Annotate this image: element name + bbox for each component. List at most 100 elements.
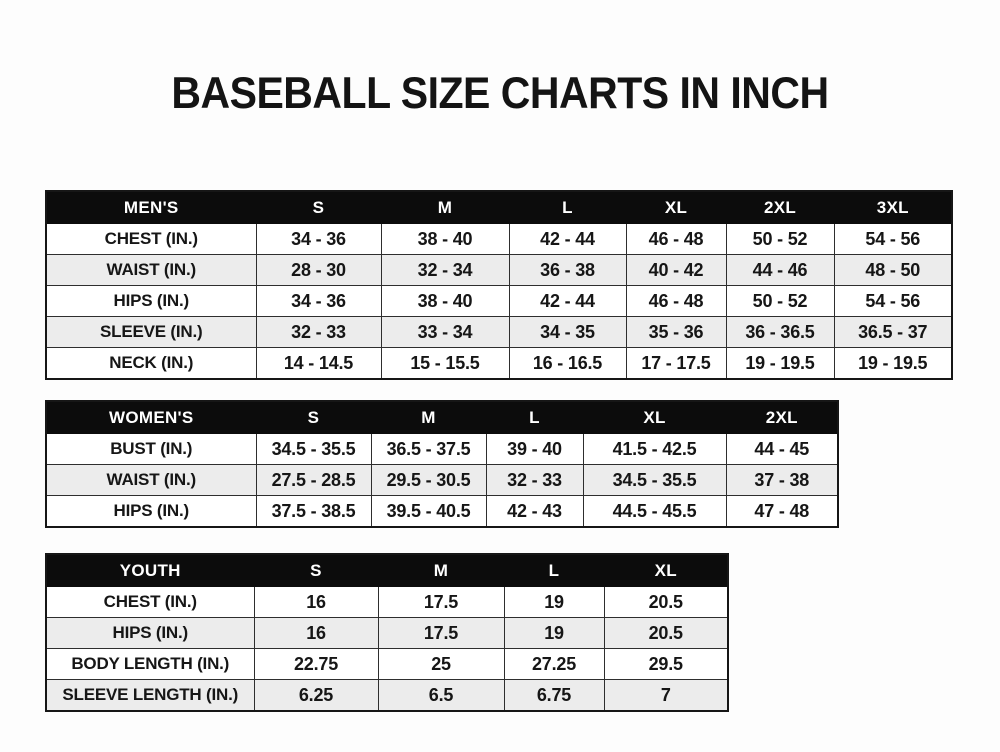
mens-value-cell: 54 - 56 [833, 223, 953, 255]
mens-value-cell: 34 - 36 [255, 285, 382, 317]
womens-size-header-cell: S [255, 400, 372, 434]
youth-row-label-cell: HIPS (IN.) [45, 617, 255, 649]
youth-table-row: CHEST (IN.) 16 17.5 19 20.5 [45, 586, 729, 618]
youth-value-cell: 17.5 [377, 617, 505, 649]
mens-value-cell: 36.5 - 37 [833, 316, 953, 348]
womens-value-cell: 34.5 - 35.5 [255, 433, 372, 465]
womens-size-header-cell: L [485, 400, 584, 434]
womens-size-header-cell: 2XL [725, 400, 839, 434]
mens-value-cell: 16 - 16.5 [508, 347, 627, 380]
youth-value-cell: 19 [503, 617, 605, 649]
mens-size-chart-section: MEN'S S M L XL 2XL 3XL CHEST (IN.) 34 - 36 38 - 4… [45, 190, 953, 380]
mens-value-cell: 36 - 38 [508, 254, 627, 286]
womens-value-cell: 37.5 - 38.5 [255, 495, 372, 528]
womens-value-cell: 36.5 - 37.5 [370, 433, 487, 465]
mens-value-cell: 34 - 35 [508, 316, 627, 348]
youth-size-chart-section: YOUTH S M L XL CHEST (IN.) 16 17.5 19 20.5 HIPS (I… [45, 553, 729, 712]
youth-table-row: BODY LENGTH (IN.) 22.75 25 27.25 29.5 [45, 648, 729, 680]
womens-value-cell: 44.5 - 45.5 [582, 495, 727, 528]
mens-size-header-cell: L [508, 190, 627, 224]
mens-table-row: HIPS (IN.) 34 - 36 38 - 40 42 - 44 46 - 48 50… [45, 285, 953, 317]
womens-row-label-cell: WAIST (IN.) [45, 464, 257, 496]
youth-size-header-cell: M [377, 553, 505, 587]
womens-value-cell: 39 - 40 [485, 433, 584, 465]
youth-value-cell: 22.75 [253, 648, 379, 680]
mens-table-row: NECK (IN.) 14 - 14.5 15 - 15.5 16 - 16.5 17 … [45, 347, 953, 380]
youth-size-table: YOUTH S M L XL CHEST (IN.) 16 17.5 19 20.5 HIPS (I… [45, 553, 729, 712]
womens-size-chart-section: WOMEN'S S M L XL 2XL BUST (IN.) 34.5 - 35.5 36.5… [45, 400, 839, 528]
mens-value-cell: 54 - 56 [833, 285, 953, 317]
mens-value-cell: 42 - 44 [508, 223, 627, 255]
mens-value-cell: 34 - 36 [255, 223, 382, 255]
youth-group-header-cell: YOUTH [45, 553, 255, 587]
womens-size-header-cell: M [370, 400, 487, 434]
mens-table-row: WAIST (IN.) 28 - 30 32 - 34 36 - 38 40 - 42 4… [45, 254, 953, 286]
womens-value-cell: 47 - 48 [725, 495, 839, 528]
youth-value-cell: 20.5 [603, 617, 729, 649]
womens-value-cell: 37 - 38 [725, 464, 839, 496]
mens-row-label-cell: HIPS (IN.) [45, 285, 257, 317]
mens-value-cell: 36 - 36.5 [725, 316, 835, 348]
womens-value-cell: 39.5 - 40.5 [370, 495, 487, 528]
womens-group-header-cell: WOMEN'S [45, 400, 257, 434]
youth-value-cell: 16 [253, 617, 379, 649]
youth-value-cell: 16 [253, 586, 379, 618]
mens-table-row: CHEST (IN.) 34 - 36 38 - 40 42 - 44 46 - 48 5… [45, 223, 953, 255]
youth-row-label-cell: SLEEVE LENGTH (IN.) [45, 679, 255, 712]
mens-value-cell: 38 - 40 [380, 223, 510, 255]
page-title: BASEBALL SIZE CHARTS IN INCH [171, 68, 829, 118]
youth-value-cell: 29.5 [603, 648, 729, 680]
womens-header-row: WOMEN'S S M L XL 2XL [45, 400, 839, 434]
mens-value-cell: 19 - 19.5 [725, 347, 835, 380]
youth-size-header-cell: L [503, 553, 605, 587]
mens-header-row: MEN'S S M L XL 2XL 3XL [45, 190, 953, 224]
mens-size-table: MEN'S S M L XL 2XL 3XL CHEST (IN.) 34 - 36 38 - 4… [45, 190, 953, 380]
womens-value-cell: 29.5 - 30.5 [370, 464, 487, 496]
womens-value-cell: 41.5 - 42.5 [582, 433, 727, 465]
mens-value-cell: 33 - 34 [380, 316, 510, 348]
mens-row-label-cell: SLEEVE (IN.) [45, 316, 257, 348]
youth-value-cell: 6.25 [253, 679, 379, 712]
womens-table-row: BUST (IN.) 34.5 - 35.5 36.5 - 37.5 39 - 40 4… [45, 433, 839, 465]
mens-value-cell: 42 - 44 [508, 285, 627, 317]
mens-row-label-cell: CHEST (IN.) [45, 223, 257, 255]
youth-size-header-cell: S [253, 553, 379, 587]
youth-table-row: HIPS (IN.) 16 17.5 19 20.5 [45, 617, 729, 649]
youth-value-cell: 25 [377, 648, 505, 680]
mens-size-header-cell: XL [625, 190, 727, 224]
youth-value-cell: 6.5 [377, 679, 505, 712]
youth-row-label-cell: BODY LENGTH (IN.) [45, 648, 255, 680]
mens-value-cell: 14 - 14.5 [255, 347, 382, 380]
youth-value-cell: 7 [603, 679, 729, 712]
youth-size-header-cell: XL [603, 553, 729, 587]
mens-value-cell: 17 - 17.5 [625, 347, 727, 380]
youth-value-cell: 19 [503, 586, 605, 618]
womens-value-cell: 27.5 - 28.5 [255, 464, 372, 496]
mens-value-cell: 50 - 52 [725, 285, 835, 317]
womens-value-cell: 34.5 - 35.5 [582, 464, 727, 496]
youth-row-label-cell: CHEST (IN.) [45, 586, 255, 618]
mens-size-header-cell: S [255, 190, 382, 224]
mens-size-header-cell: 2XL [725, 190, 835, 224]
womens-table-row: HIPS (IN.) 37.5 - 38.5 39.5 - 40.5 42 - 43 4… [45, 495, 839, 528]
mens-value-cell: 50 - 52 [725, 223, 835, 255]
mens-value-cell: 35 - 36 [625, 316, 727, 348]
womens-row-label-cell: BUST (IN.) [45, 433, 257, 465]
youth-header-row: YOUTH S M L XL [45, 553, 729, 587]
womens-size-table: WOMEN'S S M L XL 2XL BUST (IN.) 34.5 - 35.5 36.5… [45, 400, 839, 528]
mens-size-header-cell: 3XL [833, 190, 953, 224]
mens-size-header-cell: M [380, 190, 510, 224]
womens-row-label-cell: HIPS (IN.) [45, 495, 257, 528]
mens-group-header-cell: MEN'S [45, 190, 257, 224]
mens-value-cell: 32 - 33 [255, 316, 382, 348]
youth-value-cell: 27.25 [503, 648, 605, 680]
mens-value-cell: 40 - 42 [625, 254, 727, 286]
youth-value-cell: 20.5 [603, 586, 729, 618]
womens-value-cell: 42 - 43 [485, 495, 584, 528]
mens-value-cell: 44 - 46 [725, 254, 835, 286]
mens-value-cell: 15 - 15.5 [380, 347, 510, 380]
youth-value-cell: 6.75 [503, 679, 605, 712]
womens-value-cell: 32 - 33 [485, 464, 584, 496]
mens-value-cell: 46 - 48 [625, 223, 727, 255]
mens-value-cell: 28 - 30 [255, 254, 382, 286]
